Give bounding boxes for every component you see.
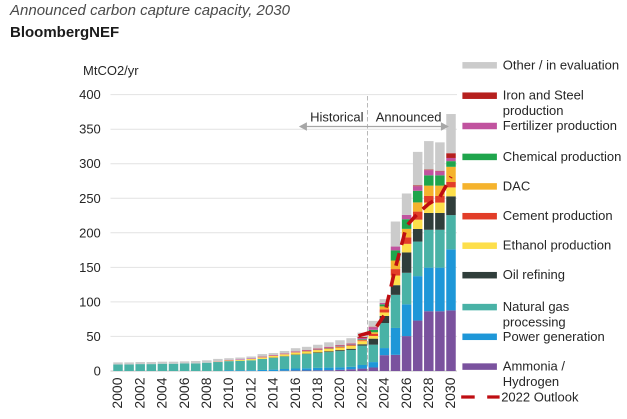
svg-text:production: production	[503, 103, 564, 118]
svg-text:Hydrogen: Hydrogen	[503, 374, 559, 389]
svg-text:processing: processing	[503, 315, 566, 330]
svg-text:2022 Outlook: 2022 Outlook	[501, 390, 579, 405]
svg-text:200: 200	[79, 225, 101, 240]
svg-text:2006: 2006	[176, 377, 192, 408]
svg-text:2018: 2018	[309, 377, 325, 408]
svg-text:Other / in evaluation: Other / in evaluation	[503, 57, 619, 72]
svg-text:2000: 2000	[109, 377, 125, 408]
svg-text:Cement production: Cement production	[503, 208, 613, 223]
svg-text:50: 50	[86, 329, 100, 344]
svg-text:250: 250	[79, 191, 101, 206]
svg-text:DAC: DAC	[503, 178, 530, 193]
svg-text:2022: 2022	[353, 377, 369, 408]
svg-text:Fertilizer production: Fertilizer production	[503, 118, 617, 133]
svg-text:MtCO2/yr: MtCO2/yr	[83, 63, 139, 78]
svg-text:300: 300	[79, 156, 101, 171]
svg-text:Power generation: Power generation	[503, 329, 605, 344]
svg-text:350: 350	[79, 122, 101, 137]
svg-text:2026: 2026	[398, 377, 414, 408]
svg-text:2028: 2028	[420, 377, 436, 408]
svg-text:400: 400	[79, 87, 101, 102]
svg-text:2010: 2010	[220, 377, 236, 408]
svg-text:Natural gas: Natural gas	[503, 299, 570, 314]
svg-text:Ammonia /: Ammonia /	[503, 359, 566, 374]
svg-text:2008: 2008	[198, 377, 214, 408]
svg-text:Iron and Steel: Iron and Steel	[503, 88, 584, 103]
svg-text:2012: 2012	[242, 377, 258, 408]
svg-text:2020: 2020	[331, 377, 347, 408]
svg-text:Chemical production: Chemical production	[503, 149, 622, 164]
svg-text:Oil refining: Oil refining	[503, 267, 565, 282]
svg-text:2016: 2016	[287, 377, 303, 408]
svg-text:100: 100	[79, 294, 101, 309]
svg-text:2014: 2014	[265, 377, 281, 408]
svg-text:Historical: Historical	[310, 110, 364, 125]
svg-text:150: 150	[79, 260, 101, 275]
svg-text:Ethanol production: Ethanol production	[503, 238, 611, 253]
svg-text:2002: 2002	[131, 377, 147, 408]
svg-text:2024: 2024	[376, 377, 392, 408]
svg-text:0: 0	[94, 364, 101, 379]
svg-text:2030: 2030	[442, 377, 458, 408]
svg-text:2004: 2004	[154, 377, 170, 408]
svg-text:Announced: Announced	[376, 110, 442, 125]
